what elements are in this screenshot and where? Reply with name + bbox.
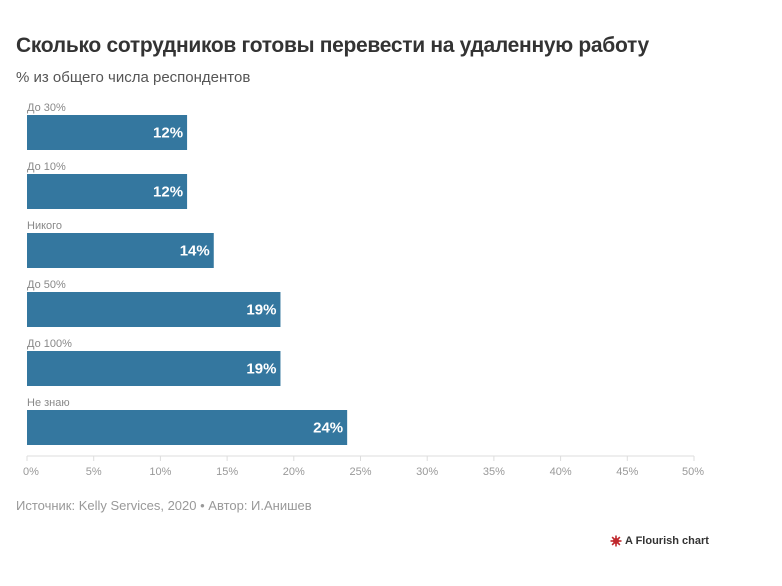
x-tick-label: 45% [616,466,638,478]
x-tick-label: 25% [349,466,371,478]
category-label: До 10% [27,161,66,173]
flourish-burst-core [613,538,619,544]
flourish-logo-icon [610,535,622,547]
category-label: До 30% [27,102,66,114]
bar-value-label: 24% [313,420,343,437]
source-note: Источник: Kelly Services, 2020 • Автор: … [16,498,312,513]
bars-group: До 30% 12% До 10% 12% Никого 14% До 50% 19% До 1… [27,102,348,445]
chart-title: Сколько сотрудников готовы перевести на … [16,34,649,57]
flourish-credit[interactable]: A Flourish chart [610,535,709,547]
bar-value-label: 12% [153,184,183,201]
bar[interactable] [27,233,214,268]
bar[interactable] [27,410,348,445]
category-label: Никого [27,220,62,232]
x-axis: 0% 5% 10% 15% 20% 25% 30% 35% 40% 45% 50% [23,455,704,478]
x-tick-label: 15% [216,466,238,478]
category-label: До 100% [27,338,72,350]
bar-value-label: 14% [180,243,210,260]
category-label: Не знаю [27,397,70,409]
bar[interactable] [27,292,281,327]
bar[interactable] [27,351,281,386]
chart-subtitle: % из общего числа респондентов [16,69,251,86]
bar-value-label: 19% [246,361,276,378]
bar[interactable] [27,115,188,150]
x-tick-label: 20% [283,466,305,478]
x-tick-label: 30% [416,466,438,478]
x-tick-label: 35% [483,466,505,478]
x-tick-label: 50% [682,466,704,478]
flourish-credit-label: A Flourish chart [625,535,709,547]
bar-value-label: 19% [246,302,276,319]
bar[interactable] [27,174,188,209]
x-tick-label: 40% [550,466,572,478]
bar-value-label: 12% [153,125,183,142]
x-tick-label: 5% [86,466,102,478]
x-tick-label: 10% [149,466,171,478]
x-tick-label: 0% [23,466,39,478]
category-label: До 50% [27,279,66,291]
